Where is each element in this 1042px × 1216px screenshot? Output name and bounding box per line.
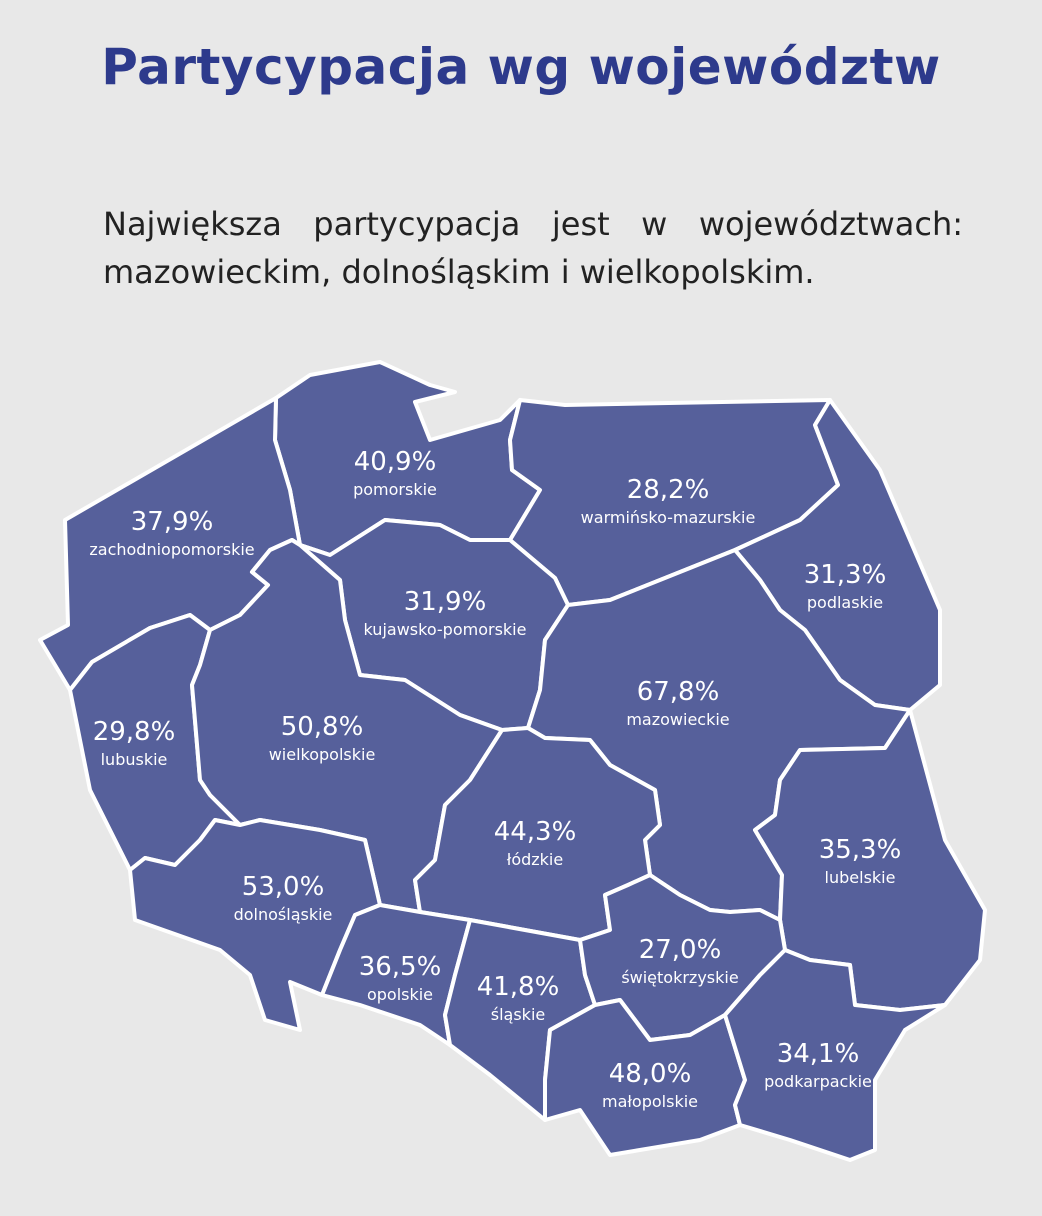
region-value-lubuskie: 29,8%	[93, 717, 176, 747]
region-name-kujawsko-pomorskie: kujawsko-pomorskie	[364, 620, 527, 639]
region-name-zachodniopomorskie: zachodniopomorskie	[89, 540, 254, 559]
region-name-opolskie: opolskie	[367, 985, 433, 1004]
region-name-slaskie: śląskie	[491, 1005, 545, 1024]
region-value-opolskie: 36,5%	[359, 952, 442, 982]
region-name-swietokrzyskie: świętokrzyskie	[621, 968, 738, 987]
region-name-pomorskie: pomorskie	[353, 480, 437, 499]
region-opolskie	[320, 903, 472, 1047]
region-value-malopolskie: 48,0%	[609, 1059, 692, 1089]
region-name-lubelskie: lubelskie	[825, 868, 896, 887]
region-value-mazowieckie: 67,8%	[637, 677, 720, 707]
region-name-malopolskie: małopolskie	[602, 1092, 698, 1111]
region-value-dolnoslaskie: 53,0%	[242, 872, 325, 902]
region-name-warminsko-mazurskie: warmińsko-mazurskie	[581, 508, 756, 527]
region-value-swietokrzyskie: 27,0%	[639, 935, 722, 965]
map-description: Największa partycypacja jest w województ…	[103, 205, 963, 291]
page-title: Partycypacja wg województw	[101, 38, 941, 96]
region-value-zachodniopomorskie: 37,9%	[131, 507, 214, 537]
region-name-podlaskie: podlaskie	[807, 593, 883, 612]
region-value-podlaskie: 31,3%	[804, 560, 887, 590]
region-value-warminsko-mazurskie: 28,2%	[627, 475, 710, 505]
region-podkarpackie	[723, 948, 947, 1162]
region-name-lodzkie: łódzkie	[507, 850, 563, 869]
region-value-wielkopolskie: 50,8%	[281, 712, 364, 742]
region-value-podkarpackie: 34,1%	[777, 1039, 860, 1069]
region-value-lodzkie: 44,3%	[494, 817, 577, 847]
region-value-kujawsko-pomorskie: 31,9%	[404, 587, 487, 617]
region-value-lubelskie: 35,3%	[819, 835, 902, 865]
region-value-slaskie: 41,8%	[477, 972, 560, 1002]
region-name-dolnoslaskie: dolnośląskie	[234, 905, 333, 924]
region-name-wielkopolskie: wielkopolskie	[269, 745, 376, 764]
region-name-podkarpackie: podkarpackie	[764, 1072, 872, 1091]
region-value-pomorskie: 40,9%	[354, 447, 437, 477]
region-name-lubuskie: lubuskie	[101, 750, 168, 769]
region-name-mazowieckie: mazowieckie	[626, 710, 729, 729]
